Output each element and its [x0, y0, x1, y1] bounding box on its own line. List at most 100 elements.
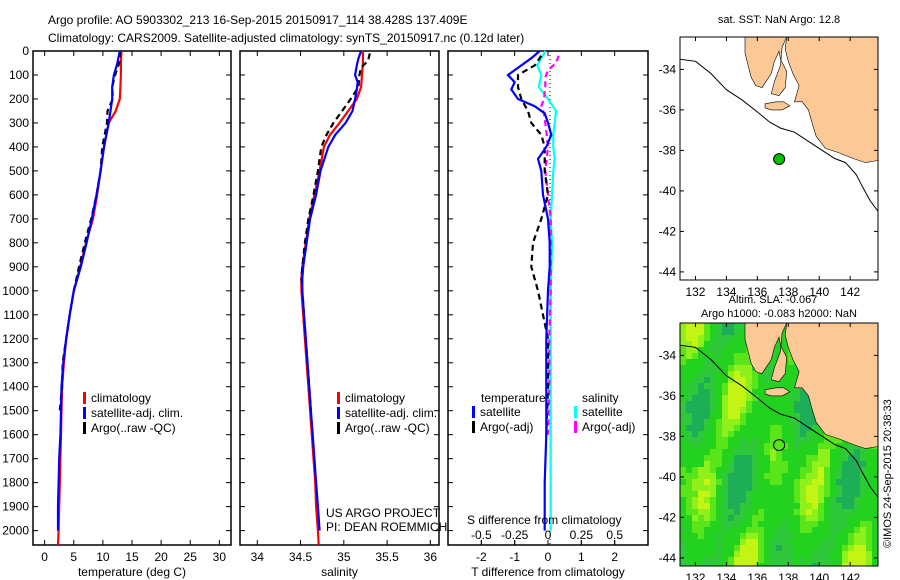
- map-content: [680, 323, 878, 566]
- sla-cell: [746, 527, 752, 533]
- series-s-satellite: [536, 50, 558, 531]
- x-tick-label: 134: [716, 571, 736, 580]
- sla-cell: [698, 533, 704, 539]
- sla-cell: [734, 395, 740, 401]
- sla-cell: [740, 545, 746, 551]
- sla-cell: [698, 413, 704, 419]
- y-tick-label: -38: [659, 429, 677, 443]
- sla-cell: [734, 551, 740, 557]
- sla-cell: [794, 413, 800, 419]
- sla-cell: [848, 479, 854, 485]
- sla-cell: [686, 437, 692, 443]
- y-tick-label: 2000: [2, 524, 29, 538]
- sla-cell: [770, 545, 776, 551]
- sla-cell: [782, 461, 788, 467]
- sla-cell: [818, 491, 824, 497]
- sla-cell: [770, 437, 776, 443]
- y-tick-label: 1400: [2, 380, 29, 394]
- sla-cell: [734, 413, 740, 419]
- sla-cell: [770, 557, 776, 563]
- sla-cell: [788, 353, 794, 359]
- legend-label: satellite-adj. clim.: [345, 406, 437, 420]
- sla-cell: [842, 461, 848, 467]
- sla-cell: [806, 485, 812, 491]
- sla-cell: [692, 413, 698, 419]
- sla-cell: [710, 515, 716, 521]
- sla-cell: [776, 455, 782, 461]
- sla-cell: [824, 473, 830, 479]
- sla-cell: [698, 521, 704, 527]
- s-tick-label: 0.5: [606, 528, 623, 542]
- legend-label: climatology: [91, 391, 151, 405]
- sla-cell: [680, 407, 686, 413]
- sla-cell: [830, 521, 836, 527]
- x-tick-label: 30: [213, 550, 227, 564]
- sla-cell: [776, 449, 782, 455]
- sla-cell: [812, 461, 818, 467]
- y-tick-label: 1100: [3, 308, 29, 322]
- sla-cell: [782, 527, 788, 533]
- legend-swatch: [337, 407, 340, 419]
- x-tick-label: 34.5: [289, 550, 313, 564]
- sla-cell: [728, 335, 734, 341]
- y-tick-label: -42: [659, 224, 677, 238]
- sla-cell: [710, 449, 716, 455]
- sla-cell: [716, 329, 722, 335]
- sla-cell: [806, 515, 812, 521]
- sla-cell: [740, 503, 746, 509]
- sla-cell: [740, 395, 746, 401]
- sla-cell: [800, 407, 806, 413]
- sla-cell: [848, 509, 854, 515]
- sla-map-title-2: Argo h1000: -0.083 h2000: NaN: [701, 308, 857, 320]
- sla-cell: [746, 497, 752, 503]
- x-axis-label: salinity: [321, 565, 358, 579]
- sla-cell: [704, 365, 710, 371]
- sla-cell: [740, 533, 746, 539]
- legend-label: Argo(-adj): [582, 420, 635, 434]
- x-tick-label: 35: [337, 550, 351, 564]
- sst-map-panel: 132 134 136 138 140 142 -34 -36 -38 -40 -42 -44 sat.…: [659, 14, 879, 299]
- sla-cell: [806, 455, 812, 461]
- sla-cell: [806, 413, 812, 419]
- sla-cell: [692, 509, 698, 515]
- sla-cell: [680, 341, 686, 347]
- sla-cell: [806, 563, 812, 566]
- sla-cell: [722, 395, 728, 401]
- sla-cell: [728, 377, 734, 383]
- sla-cell: [734, 479, 740, 485]
- sla-cell: [704, 335, 710, 341]
- sla-cell: [854, 533, 860, 539]
- sla-cell: [800, 437, 806, 443]
- sla-cell: [698, 377, 704, 383]
- sla-cell: [794, 497, 800, 503]
- x-tick-label: 35.5: [375, 550, 399, 564]
- sla-cell: [710, 503, 716, 509]
- sla-cell: [716, 341, 722, 347]
- sla-cell: [818, 449, 824, 455]
- sla-cell: [698, 473, 704, 479]
- sla-cell: [758, 527, 764, 533]
- sla-cell: [704, 401, 710, 407]
- y-tick-label: -38: [659, 143, 677, 157]
- sla-cell: [800, 395, 806, 401]
- sla-cell: [752, 467, 758, 473]
- sla-cell: [710, 407, 716, 413]
- map-frame: [679, 36, 879, 281]
- sla-cell: [746, 407, 752, 413]
- sla-cell: [848, 503, 854, 509]
- sla-cell: [860, 521, 866, 527]
- sla-cell: [812, 467, 818, 473]
- sla-cell: [704, 515, 710, 521]
- sla-cell: [716, 539, 722, 545]
- sla-cell: [812, 563, 818, 566]
- sla-cell: [692, 473, 698, 479]
- y-tick-label: -40: [659, 184, 677, 198]
- sla-cell: [866, 521, 872, 527]
- sla-cell: [848, 533, 854, 539]
- sla-cell: [680, 329, 686, 335]
- sla-cell: [806, 527, 812, 533]
- sla-cell: [740, 485, 746, 491]
- sla-cell: [842, 503, 848, 509]
- x-tick-label: 1: [578, 550, 585, 564]
- sla-cell: [680, 359, 686, 365]
